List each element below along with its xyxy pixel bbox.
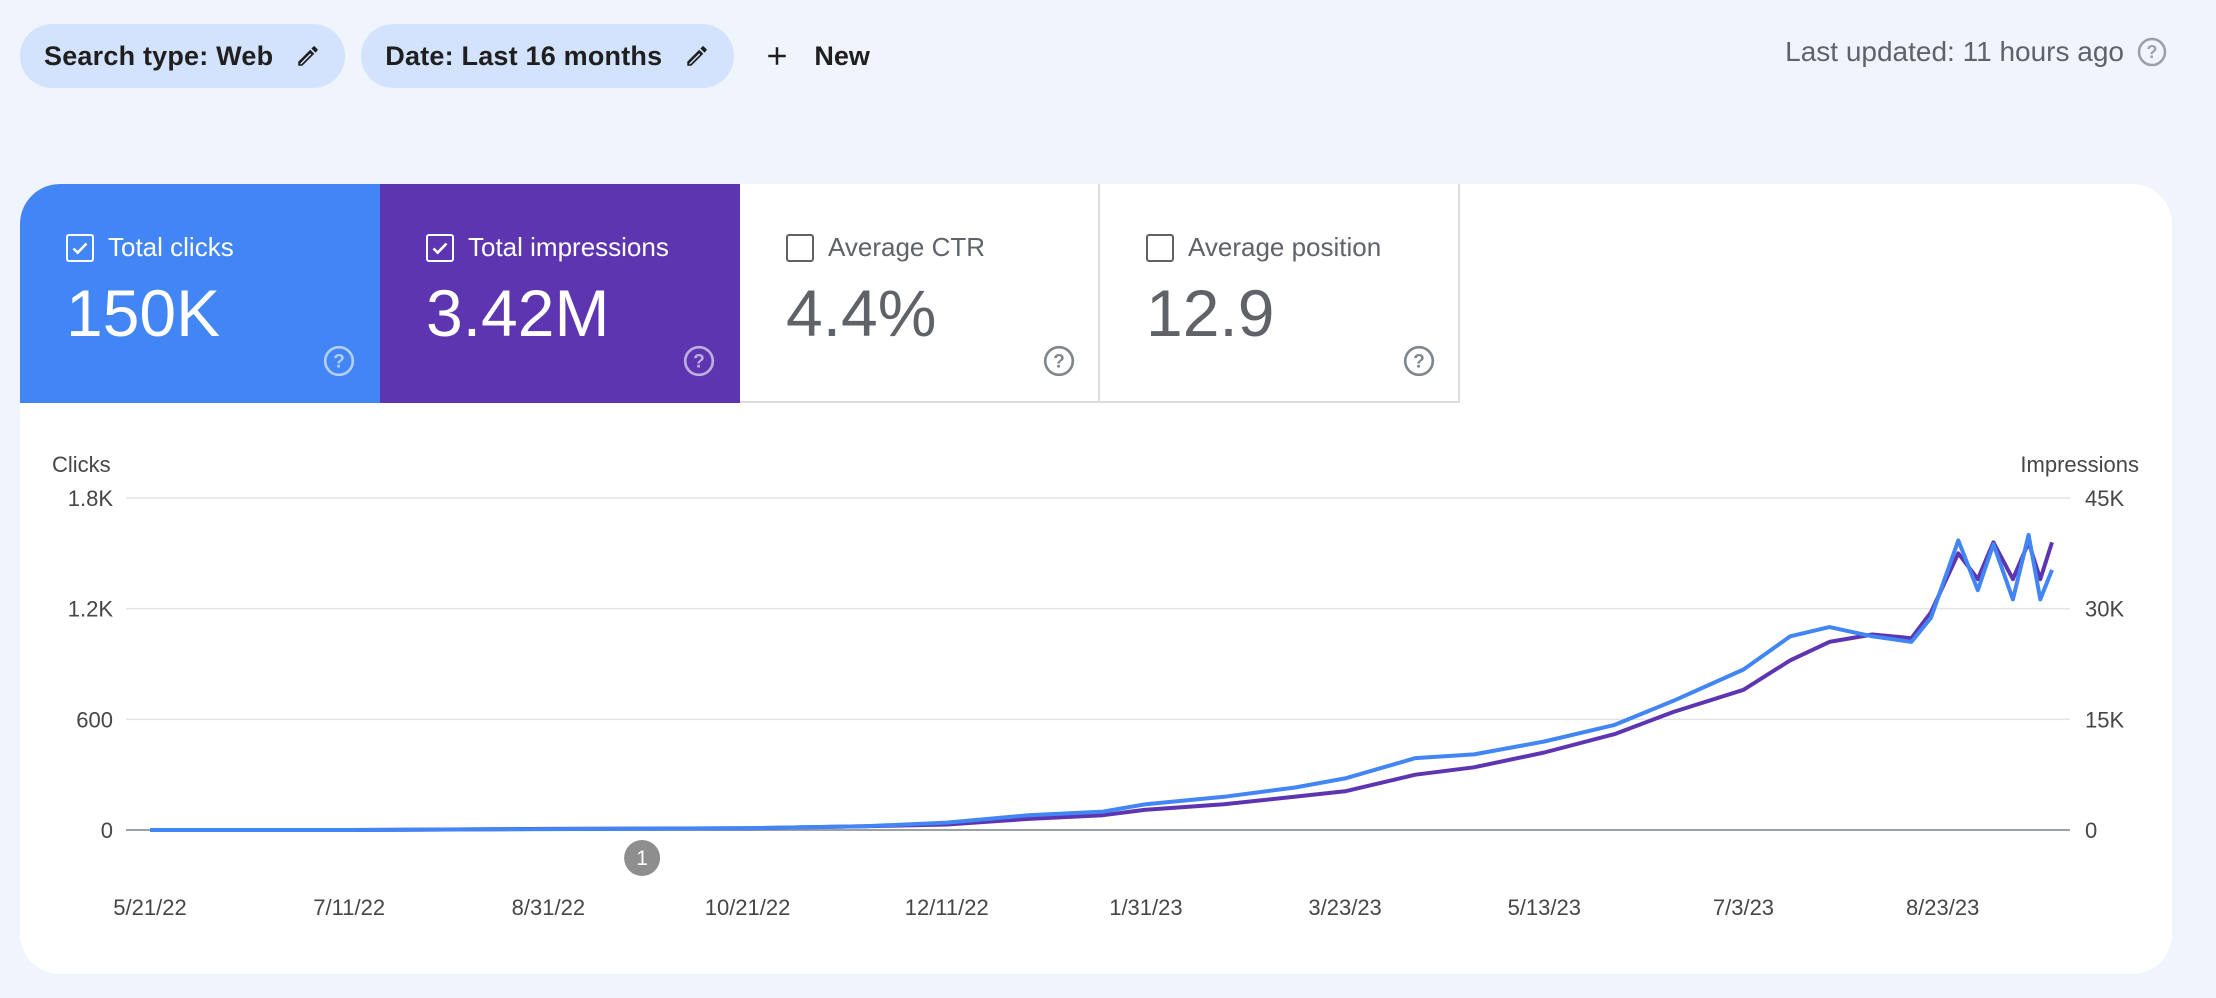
metric-label: Average CTR [828, 232, 986, 262]
chart-annotation-marker[interactable]: 1 [624, 840, 661, 876]
metric-value: 3.42M [426, 276, 610, 350]
svg-text:?: ? [1053, 351, 1065, 372]
metric-tile-average-ctr[interactable]: Average CTR 4.4% ? [740, 184, 1100, 403]
last-updated-status: Last updated: 11 hours ago ? [1785, 36, 2168, 68]
metric-value: 4.4% [786, 276, 937, 350]
x-tick-label: 12/11/22 [905, 895, 989, 920]
performance-card: Total clicks 150K ? Total impressions 3.… [20, 184, 2172, 974]
right-tick-label: 0 [2085, 818, 2097, 843]
x-tick-label: 7/3/23 [1713, 895, 1774, 920]
svg-text:?: ? [2147, 42, 2158, 62]
left-tick-label: 600 [76, 707, 113, 732]
series-line-impressions [150, 540, 2054, 832]
x-tick-label: 10/21/22 [705, 895, 791, 920]
svg-text:?: ? [1413, 351, 1425, 372]
metric-label-row: Average CTR [786, 232, 985, 263]
help-icon[interactable]: ? [682, 344, 716, 378]
edit-pencil-icon [298, 46, 319, 66]
search-type-filter-label: Search type: Web [44, 40, 274, 71]
x-tick-label: 8/31/22 [512, 895, 585, 920]
date-filter-chip[interactable]: Date: Last 16 months [361, 24, 735, 88]
svg-text:?: ? [333, 351, 345, 372]
metric-label-row: Total clicks [66, 232, 234, 263]
left-tick-label: 1.2K [68, 597, 114, 622]
plus-icon [768, 47, 787, 65]
svg-text:?: ? [693, 351, 705, 372]
help-icon[interactable]: ? [322, 344, 356, 378]
right-axis-title: Impressions [2020, 452, 2139, 477]
new-filter-button[interactable]: New [750, 24, 890, 88]
right-axis-ticks: 45K 30K 15K 0 [2085, 486, 2124, 843]
left-axis-ticks: 1.8K 1.2K 600 0 [68, 486, 114, 843]
metric-tiles: Total clicks 150K ? Total impressions 3.… [20, 184, 1460, 403]
checkbox-checked-icon[interactable] [66, 233, 94, 262]
help-icon[interactable]: ? [2136, 36, 2168, 68]
x-tick-label: 8/23/23 [1906, 895, 1979, 920]
filter-bar: Search type: Web Date: Last 16 months Ne… [20, 24, 890, 88]
chart-series [150, 532, 2054, 832]
right-tick-label: 45K [2085, 486, 2124, 511]
metric-label: Average position [1188, 232, 1382, 262]
series-line-clicks [150, 532, 2054, 832]
x-tick-label: 7/11/22 [313, 895, 385, 920]
right-tick-label: 15K [2085, 707, 2124, 732]
date-filter-label: Date: Last 16 months [385, 40, 663, 71]
left-tick-label: 0 [101, 818, 113, 843]
metric-label-row: Total impressions [426, 232, 669, 263]
metric-value: 150K [66, 276, 221, 350]
help-icon[interactable]: ? [1402, 344, 1436, 378]
x-axis-ticks: 5/21/22 7/11/22 8/31/22 10/21/22 12/11/22 1/3… [113, 895, 1979, 920]
last-updated-text: Last updated: 11 hours ago [1785, 36, 2124, 67]
metric-tile-average-position[interactable]: Average position 12.9 ? [1100, 184, 1460, 403]
metric-value: 12.9 [1146, 276, 1275, 350]
chart-gridlines [126, 497, 2070, 831]
checkbox-checked-icon[interactable] [426, 233, 454, 262]
x-tick-label: 1/31/23 [1109, 895, 1182, 920]
x-tick-label: 5/13/23 [1508, 895, 1581, 920]
annotation-label: 1 [636, 847, 648, 870]
new-filter-label: New [814, 40, 870, 71]
metric-label-row: Average position [1146, 232, 1381, 263]
search-type-filter-chip[interactable]: Search type: Web [20, 24, 346, 88]
left-axis-title: Clicks [52, 452, 111, 477]
edit-pencil-icon [687, 46, 708, 66]
checkbox-unchecked-icon[interactable] [1146, 233, 1174, 262]
checkbox-unchecked-icon[interactable] [786, 233, 814, 262]
x-tick-label: 5/21/22 [113, 895, 186, 920]
left-tick-label: 1.8K [68, 486, 114, 511]
metric-tile-total-clicks[interactable]: Total clicks 150K ? [20, 184, 380, 403]
metric-label: Total clicks [108, 232, 234, 262]
right-tick-label: 30K [2085, 597, 2124, 622]
x-tick-label: 3/23/23 [1308, 895, 1381, 920]
help-icon[interactable]: ? [1042, 344, 1076, 378]
metric-tile-total-impressions[interactable]: Total impressions 3.42M ? [380, 184, 740, 403]
metric-label: Total impressions [468, 232, 669, 262]
